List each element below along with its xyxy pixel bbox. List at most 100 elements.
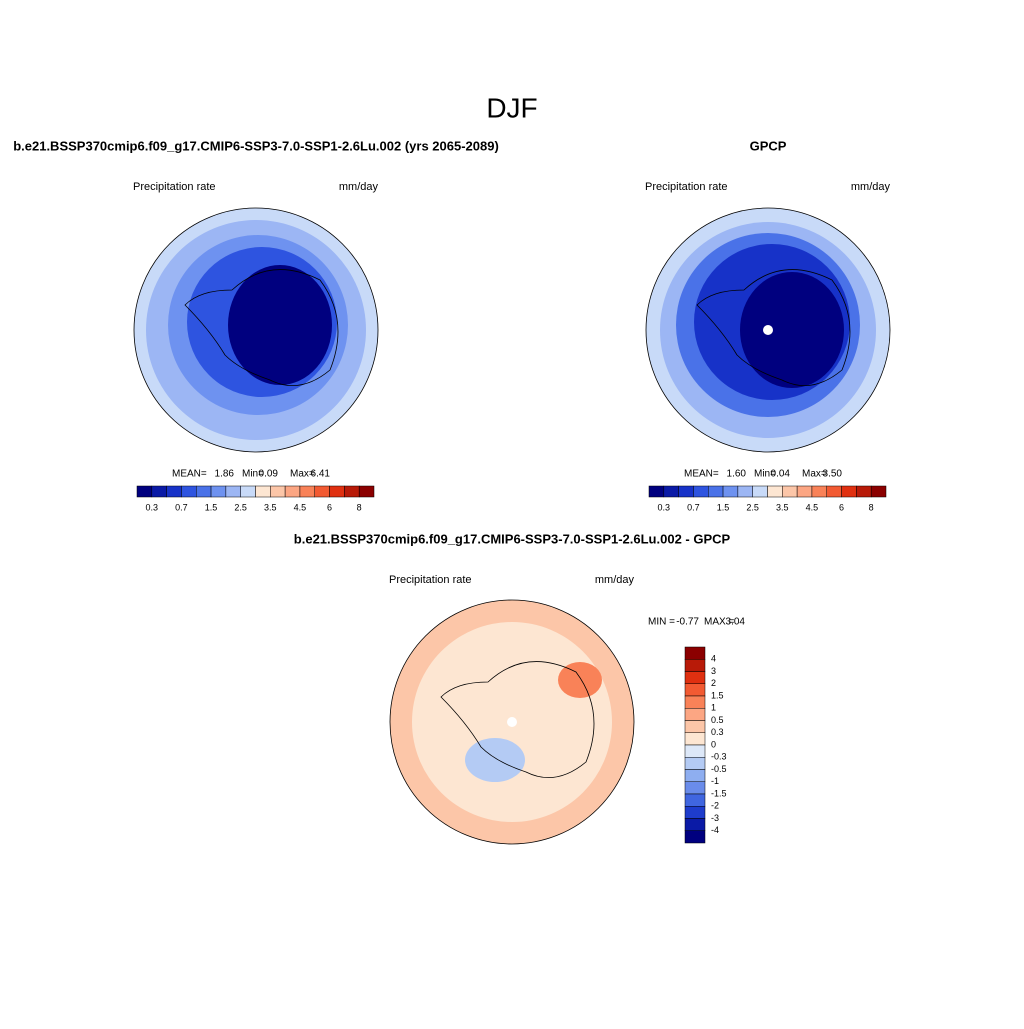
colorbar-box — [151, 485, 167, 498]
colorbar-box — [225, 485, 241, 498]
colorbar-box — [841, 485, 857, 498]
stat-name: Max= — [802, 469, 827, 480]
colorbar-box — [684, 793, 706, 807]
colorbar-box — [344, 485, 360, 498]
colorbar-box — [684, 659, 706, 672]
colorbar-box — [722, 485, 739, 498]
colorbar-label: 1.5 — [205, 502, 218, 512]
stat-name: Min= — [754, 469, 776, 480]
colorbar-box — [684, 695, 706, 709]
colorbar-label: 4.5 — [294, 502, 307, 512]
colorbar-box — [136, 485, 153, 498]
colorbar-label: 1.5 — [717, 502, 730, 512]
colorbar-label: 0.7 — [175, 502, 188, 512]
stat-value: 3.50 — [823, 469, 843, 480]
colorbar-box — [329, 485, 345, 498]
colorbar-label: 3.5 — [776, 502, 789, 512]
colorbar-box — [181, 485, 197, 498]
colorbar-box — [270, 485, 286, 498]
colorbar-label: 1.5 — [711, 690, 724, 700]
stat-value: 3.04 — [726, 617, 746, 628]
colorbar-label: 2.5 — [746, 502, 759, 512]
colorbar-label: 0.7 — [687, 502, 700, 512]
colorbar-label: 3.5 — [264, 502, 277, 512]
colorbar-box — [314, 485, 330, 498]
colorbar-label: -1 — [711, 776, 719, 786]
colorbar-label: 0.3 — [658, 502, 671, 512]
figure-title: DJF — [486, 92, 537, 123]
colorbar-box — [663, 485, 679, 498]
colorbar-box — [767, 485, 783, 498]
stat-name: MAX = — [704, 617, 734, 628]
colorbar-box — [870, 485, 887, 498]
colorbar-box — [684, 732, 706, 746]
variable-label: Precipitation rate — [389, 574, 472, 586]
colorbar-label: 4 — [711, 654, 716, 664]
colorbar-box — [782, 485, 798, 498]
stat-value: 0.09 — [259, 469, 279, 480]
units-label: mm/day — [851, 181, 891, 193]
colorbar-box — [708, 485, 724, 498]
colorbar-box — [796, 485, 813, 498]
colorbar-label: -4 — [711, 825, 719, 835]
stat-name: MIN = — [648, 617, 675, 628]
map-difference — [389, 599, 635, 845]
colorbar-box — [255, 485, 271, 498]
colorbar-box — [684, 646, 706, 660]
colorbar-label: -0.5 — [711, 764, 727, 774]
colorbar-box — [684, 683, 706, 697]
variable-label: Precipitation rate — [133, 181, 216, 193]
colorbar-box — [678, 485, 694, 498]
colorbar-box — [684, 818, 706, 831]
panel-title: b.e21.BSSP370cmip6.f09_g17.CMIP6-SSP3-7.… — [13, 138, 499, 153]
colorbar-box — [684, 769, 706, 782]
stat-value: 0.04 — [771, 469, 791, 480]
units-label: mm/day — [339, 181, 379, 193]
colorbar-box — [684, 830, 706, 844]
colorbar-label: 4.5 — [806, 502, 819, 512]
stat-name: Min= — [242, 469, 264, 480]
colorbar-box — [358, 485, 375, 498]
colorbar-box — [856, 485, 872, 498]
colorbar-box — [210, 485, 227, 498]
stat-value: 1.86 — [215, 469, 235, 480]
colorbar-label: 2.5 — [234, 502, 247, 512]
panel-title: b.e21.BSSP370cmip6.f09_g17.CMIP6-SSP3-7.… — [294, 531, 731, 546]
colorbar-label: 0.3 — [146, 502, 159, 512]
colorbar-box — [299, 485, 315, 498]
colorbar-label: 6 — [839, 502, 844, 512]
colorbar-box — [693, 485, 709, 498]
colorbar-box — [752, 485, 768, 498]
colorbar-label: 3 — [711, 666, 716, 676]
colorbar-label: 0.3 — [711, 727, 724, 737]
stat-value: 1.60 — [727, 469, 747, 480]
map-left — [133, 207, 379, 453]
colorbar-label: 0 — [711, 739, 716, 749]
colorbar-box — [684, 806, 706, 819]
colorbar-box — [166, 485, 182, 498]
units-label: mm/day — [595, 574, 635, 586]
colorbar-box — [240, 485, 256, 498]
colorbar-label: -1.5 — [711, 788, 727, 798]
colorbar-box — [684, 720, 706, 733]
colorbar-box — [684, 757, 706, 770]
colorbar-label: 0.5 — [711, 715, 724, 725]
colorbar-label: -3 — [711, 813, 719, 823]
stat-value: -0.77 — [676, 617, 699, 628]
colorbar-box — [684, 744, 706, 758]
colorbar-box — [811, 485, 827, 498]
stat-name: MEAN= — [172, 469, 207, 480]
colorbar-box — [684, 781, 706, 795]
colorbar-label: 1 — [711, 703, 716, 713]
colorbar-box — [284, 485, 301, 498]
colorbar-box — [737, 485, 753, 498]
stat-name: Max= — [290, 469, 315, 480]
colorbar-box — [826, 485, 842, 498]
colorbar-label: -2 — [711, 801, 719, 811]
colorbar-box — [684, 708, 706, 721]
colorbar-label: 8 — [357, 502, 362, 512]
colorbar-box — [196, 485, 212, 498]
stat-name: MEAN= — [684, 469, 719, 480]
colorbar-label: 8 — [869, 502, 874, 512]
